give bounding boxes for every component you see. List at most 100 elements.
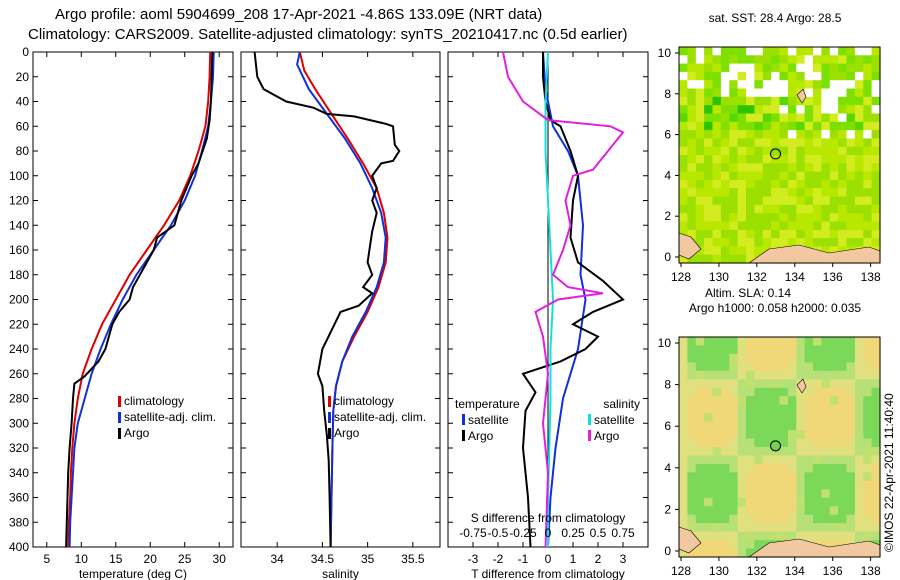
map-cell [762, 238, 772, 247]
map-cell [704, 404, 714, 414]
map-cell [771, 480, 781, 490]
map-cell [695, 105, 705, 115]
map-cell [771, 229, 781, 239]
map-cell [854, 213, 864, 223]
argo-location-marker [770, 440, 782, 452]
map-ytick-label: 6 [664, 419, 671, 433]
map-cell [695, 229, 705, 239]
map-cell [813, 163, 822, 173]
map-cell [746, 455, 755, 465]
map-cell [804, 113, 814, 123]
map-cell [687, 472, 697, 482]
map-cell [796, 121, 806, 131]
map-cell [779, 430, 789, 440]
map-cell [796, 523, 806, 533]
map-cell [804, 80, 814, 90]
map-cell [779, 138, 789, 148]
map-cell [746, 47, 755, 56]
map-cell [720, 531, 730, 541]
map-cell [863, 421, 873, 431]
map-cell [695, 63, 705, 73]
map-cell [796, 463, 806, 473]
map-cell [829, 396, 839, 406]
map-cell [813, 370, 822, 380]
map-cell [687, 221, 697, 231]
map-cell [854, 55, 864, 65]
map-cell [754, 121, 764, 131]
map-cell [771, 362, 781, 372]
map-cell [829, 353, 839, 363]
map-cell [712, 506, 722, 516]
map-cell [737, 548, 747, 558]
map-cell [871, 480, 881, 490]
map-cell [712, 196, 722, 206]
map-cell [746, 353, 755, 363]
map-cell [729, 396, 739, 406]
map-cell [779, 447, 789, 457]
map-cell [695, 430, 705, 440]
map-cell [829, 506, 839, 516]
map-cell [746, 113, 755, 123]
map-cell [838, 472, 848, 482]
map-cell [687, 362, 697, 372]
ytick-label: 320 [9, 441, 29, 455]
map-cell [771, 463, 781, 473]
map-cell [704, 229, 714, 239]
map-cell [871, 447, 881, 457]
map-cell [871, 163, 881, 173]
map-cell [720, 489, 730, 499]
map-cell [746, 447, 755, 457]
map-cell [863, 71, 873, 81]
map-cell [871, 138, 881, 148]
map-cell [829, 179, 839, 189]
map-cell [687, 196, 697, 206]
map-ytick-label: 10 [658, 336, 672, 350]
map-cell [729, 238, 739, 247]
map-cell [704, 196, 714, 206]
map-cell [813, 387, 822, 397]
map-ytick-label: 0 [664, 544, 671, 558]
map-cell [804, 105, 814, 115]
map-cell [804, 489, 814, 499]
map-cell [754, 514, 764, 524]
map-cell [762, 196, 772, 206]
map-ytick-label: 0 [664, 250, 671, 264]
map-cell [679, 438, 688, 448]
map-cell [846, 455, 856, 465]
map-cell [863, 370, 873, 380]
map-cell [712, 387, 722, 397]
map-cell [729, 63, 739, 73]
map-cell [704, 138, 714, 148]
map-cell [746, 531, 755, 541]
map-cell [854, 204, 864, 214]
map-cell [737, 531, 747, 541]
map-cell [779, 221, 789, 231]
map-cell [720, 370, 730, 380]
map-cell [779, 480, 789, 490]
series-line-argo [65, 51, 214, 548]
map-cell [829, 155, 839, 164]
map-cell [796, 514, 806, 524]
map-cell [804, 447, 814, 457]
map-cell [704, 472, 714, 482]
map-cell [821, 353, 831, 363]
map-cell [796, 71, 806, 81]
ytick-label: 0 [22, 45, 29, 59]
map-cell [854, 506, 864, 516]
map-cell [821, 421, 831, 431]
map-cell [854, 362, 864, 372]
map-cell [854, 353, 864, 363]
map-cell [695, 480, 705, 490]
map-cell [787, 345, 797, 355]
map-cell [829, 246, 839, 256]
map-cell [846, 506, 856, 516]
map-cell [737, 396, 747, 406]
map-cell [754, 540, 764, 550]
map-cell [829, 404, 839, 414]
map-cell [787, 213, 797, 223]
map-cell [737, 213, 747, 223]
map-cell [762, 221, 772, 231]
map-cell [754, 447, 764, 457]
map-cell [737, 463, 747, 473]
map-cell [829, 421, 839, 431]
